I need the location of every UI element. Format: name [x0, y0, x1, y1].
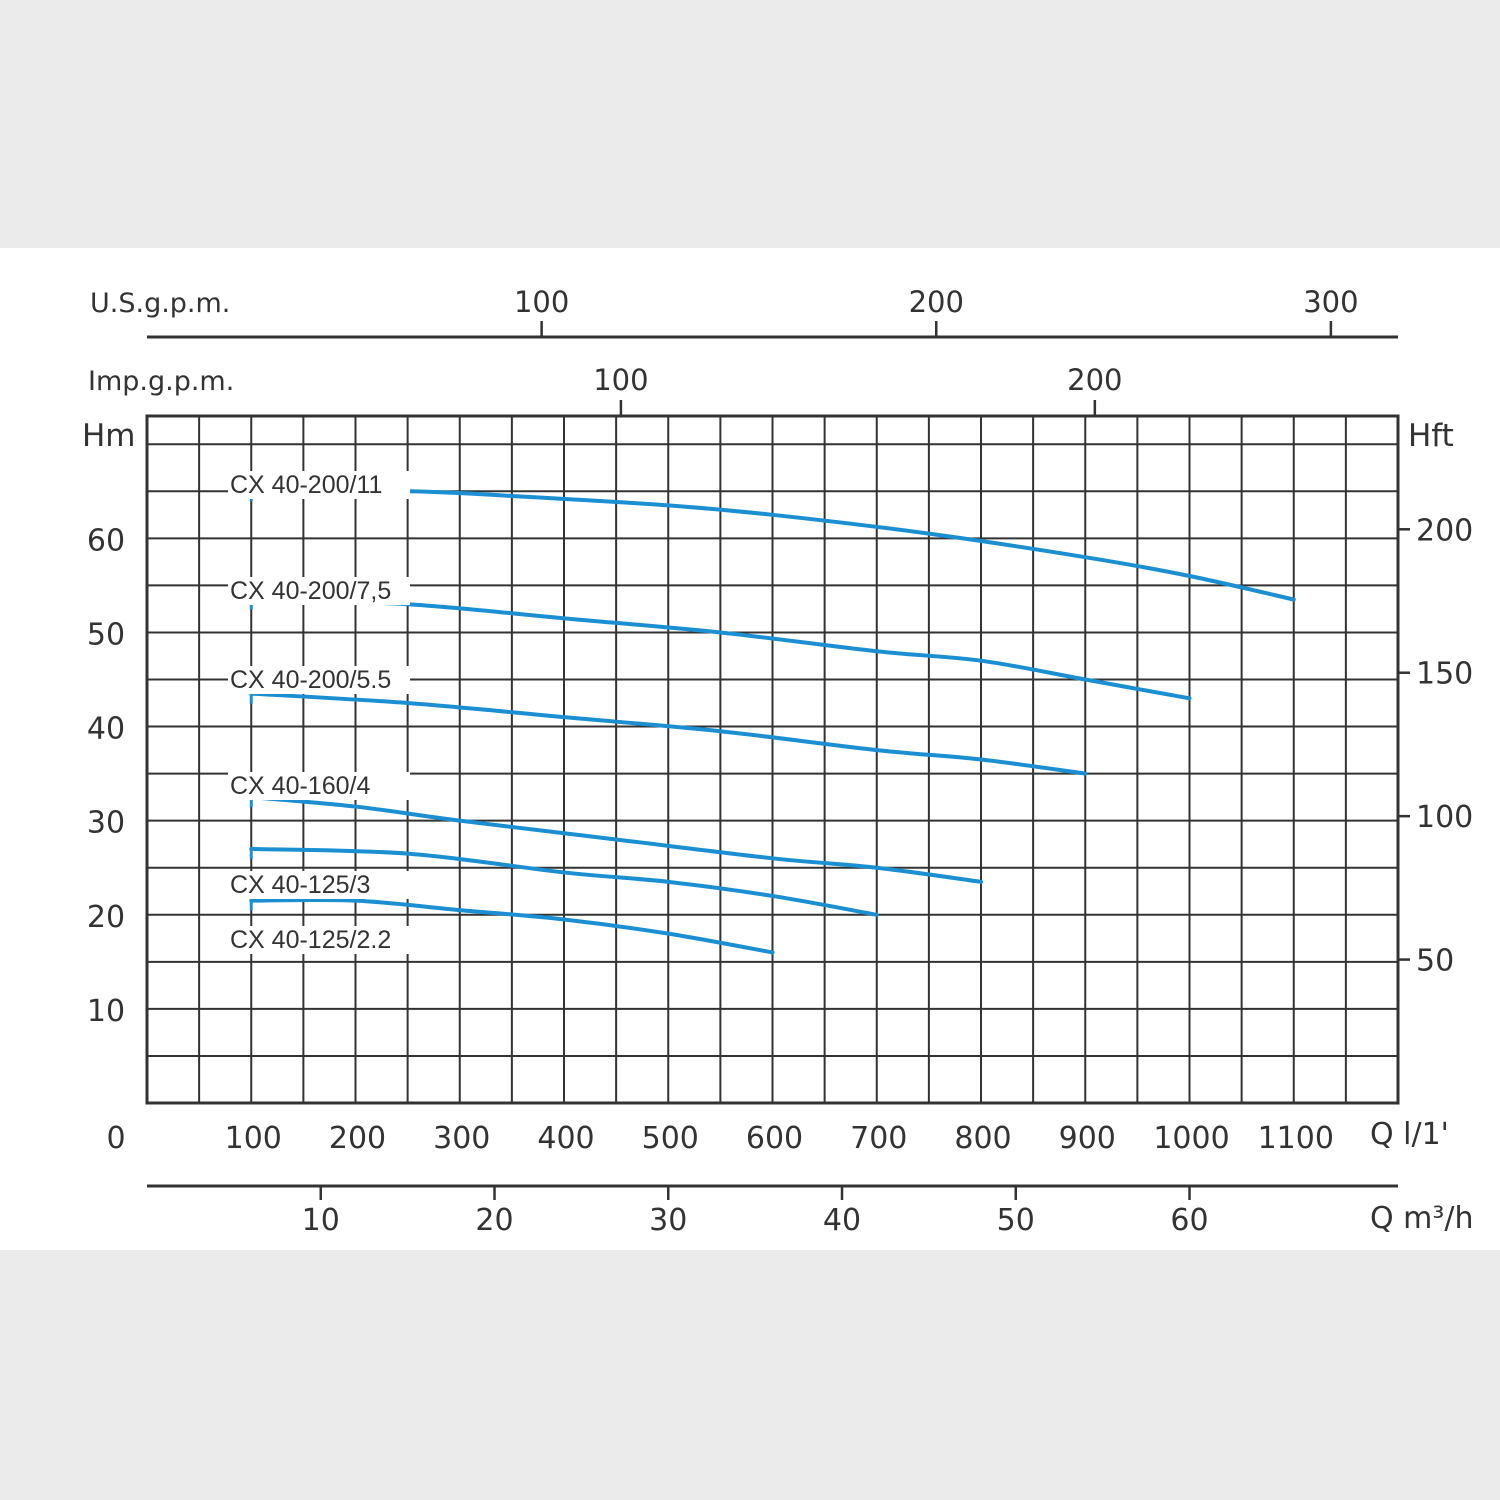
curve-label-background [228, 471, 410, 499]
m3h-tick-label: 60 [1170, 1203, 1208, 1238]
m3h-tick-label: 20 [475, 1203, 513, 1238]
x-axis-label: Q l/1' [1370, 1117, 1449, 1152]
m3h-tick-label: 40 [823, 1203, 861, 1238]
curve-label-cx-40-125-3: CX 40-125/3 [230, 871, 370, 899]
curve-label-background [228, 871, 410, 899]
us-gpm-tick-label: 300 [1303, 285, 1358, 319]
curve-cx-40-125-3 [249, 846, 879, 917]
curve-label-cx-40-125-2-2: CX 40-125/2.2 [230, 926, 391, 954]
curves [249, 488, 1296, 955]
us-gpm-tick-label: 100 [514, 285, 569, 319]
curve-label-background [228, 772, 410, 800]
curve-label-cx-40-200-5-5: CX 40-200/5.5 [230, 666, 391, 694]
x-tick-label: 700 [850, 1121, 907, 1156]
hft-tick-label: 100 [1416, 800, 1473, 835]
y-axis-label: Hm [82, 418, 136, 454]
x-tick-label: 0 [106, 1121, 125, 1156]
m3h-tick-label: 50 [997, 1203, 1035, 1238]
x-tick-label: 400 [537, 1121, 594, 1156]
grid [145, 414, 1400, 1105]
us-gpm-tick-label: 200 [909, 285, 964, 319]
m3h-tick-label: 30 [649, 1203, 687, 1238]
hft-tick-label: 150 [1416, 657, 1473, 692]
x-tick-label: 500 [642, 1121, 699, 1156]
curve-label-cx-40-200-7-5: CX 40-200/7,5 [230, 577, 391, 605]
y-tick-label: 10 [87, 994, 125, 1029]
y-tick-label: 20 [87, 900, 125, 935]
hft-axis-label: Hft [1408, 418, 1454, 454]
m3h-axis-label: Q m³/h [1370, 1201, 1474, 1236]
x-tick-label: 200 [329, 1121, 386, 1156]
y-tick-label: 30 [87, 806, 125, 841]
hft-tick-label: 50 [1416, 944, 1454, 979]
plot-frame [145, 414, 1400, 1105]
y-tick-label: 60 [87, 523, 125, 558]
curve-cx-40-200-11 [249, 488, 1296, 602]
curve-cx-40-160-4 [249, 795, 983, 884]
chart-panel: Hm 10 20 30 40 50 60 0 100 200 300 400 500 600 700 800 9… [0, 248, 1500, 1250]
curve-cx-40-200-5-5 [249, 691, 1088, 776]
imp-gpm-tick-label: 100 [593, 363, 648, 397]
curve-label-background [228, 666, 410, 694]
y-tick-label: 40 [87, 712, 125, 747]
curve-label-background [228, 577, 410, 605]
x-tick-label: 1100 [1258, 1121, 1334, 1156]
hft-tick-label: 200 [1416, 513, 1473, 548]
imp-gpm-axis-label: Imp.g.p.m. [88, 366, 234, 397]
curve-labels: CX 40-200/11 CX 40-200/7,5 CX 40-200/5.5 CX… [228, 471, 410, 954]
x-tick-label: 900 [1059, 1121, 1116, 1156]
m3h-tick-label: 10 [302, 1203, 340, 1238]
us-gpm-axis-label: U.S.g.p.m. [90, 288, 230, 319]
x-tick-label: 100 [225, 1121, 282, 1156]
x-tick-label: 300 [433, 1121, 490, 1156]
x-tick-label: 600 [746, 1121, 803, 1156]
y-tick-label: 50 [87, 617, 125, 652]
x-tick-label: 800 [954, 1121, 1011, 1156]
curve-label-cx-40-200-11: CX 40-200/11 [230, 471, 382, 499]
curve-label-background [228, 926, 410, 954]
curve-label-cx-40-160-4: CX 40-160/4 [230, 772, 370, 800]
curve-cx-40-200-7-5 [249, 597, 1192, 701]
curve-cx-40-125-2-2 [249, 897, 775, 955]
imp-gpm-tick-label: 200 [1067, 363, 1122, 397]
x-tick-label: 1000 [1153, 1121, 1229, 1156]
